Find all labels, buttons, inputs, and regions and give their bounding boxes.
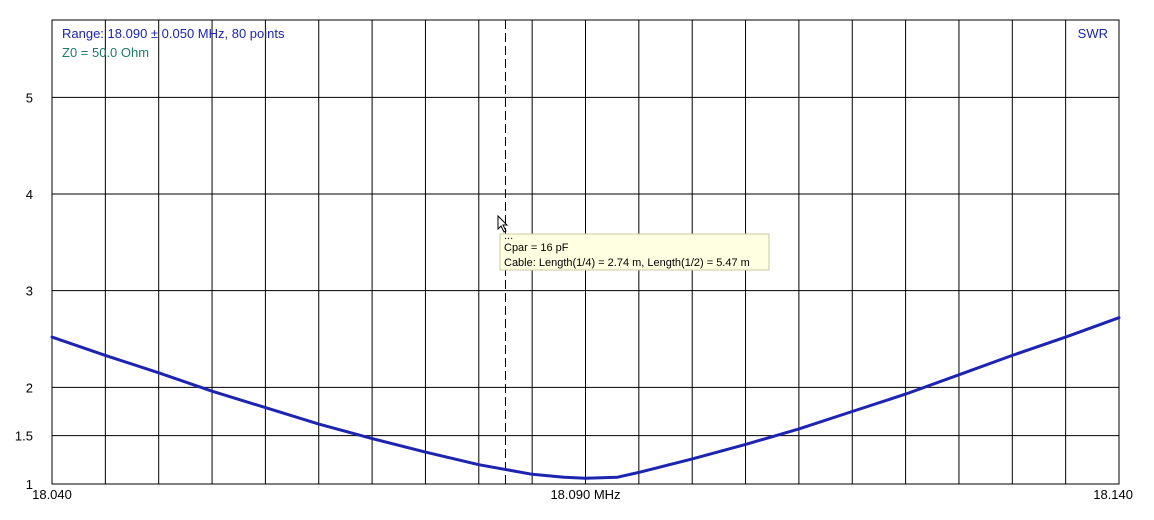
swr-series-line xyxy=(50,316,1121,480)
y-tick-label: 1 xyxy=(26,477,33,492)
y-tick-label: 3 xyxy=(26,284,33,299)
x-tick-label: 18.140 xyxy=(1093,487,1133,502)
x-tick-label: 18.040 xyxy=(32,487,72,502)
y-axis-ticks: 1 1.5 2 3 4 5 xyxy=(15,90,33,492)
y-tick-label: 4 xyxy=(26,187,33,202)
x-tick-label: 18.090 MHz xyxy=(550,487,620,502)
tooltip-cpar: Cpar = 16 pF xyxy=(504,242,569,254)
y-tick-label: 2 xyxy=(26,380,33,395)
x-axis-ticks: 18.040 18.090 MHz 18.140 xyxy=(32,487,1133,502)
y-tick-label: 5 xyxy=(26,90,33,105)
y-tick-label: 1.5 xyxy=(15,429,33,444)
range-label: Range: 18.090 ± 0.050 MHz, 80 points xyxy=(62,26,285,41)
series-label-swr: SWR xyxy=(1078,26,1108,41)
tooltip-cable: Cable: Length(1/4) = 2.74 m, Length(1/2)… xyxy=(504,257,750,269)
z0-label: Z0 = 50.0 Ohm xyxy=(62,45,149,60)
mouse-pointer-icon xyxy=(497,214,509,233)
tooltip: ... Cpar = 16 pF Cable: Length(1/4) = 2.… xyxy=(499,230,770,271)
tooltip-box xyxy=(499,233,770,271)
tooltip-partial-line: ... xyxy=(504,230,513,242)
series-layer xyxy=(50,316,1121,480)
